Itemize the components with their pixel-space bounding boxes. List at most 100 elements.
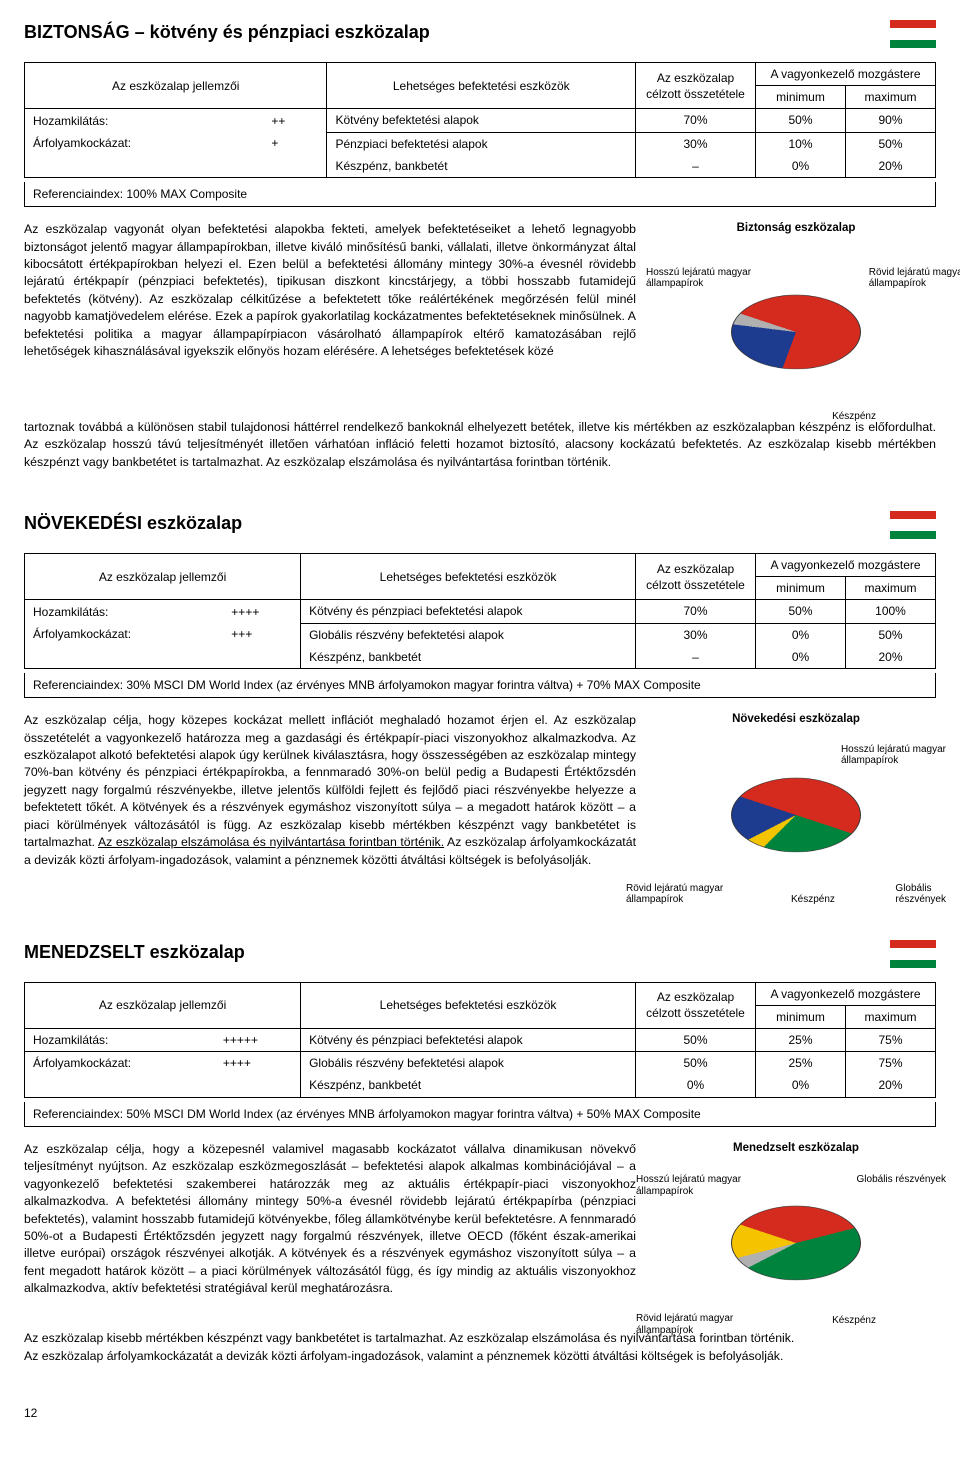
min-pct: 50% [756,109,846,132]
instr: Készpénz, bankbetét [301,1074,636,1097]
th-max: maximum [846,577,936,600]
fund-table: Az eszközalap jellemzői Lehetséges befek… [24,62,936,178]
th-range: A vagyonkezelő mozgástere [756,982,936,1005]
instr: Kötvény és pénzpiaci befektetési alapok [301,600,636,623]
body-continuation: Az eszközalap kisebb mértékben készpénzt… [24,1330,936,1365]
th-min: minimum [756,577,846,600]
flag-stripe [890,511,936,519]
instr: Készpénz, bankbetét [301,646,636,669]
body-text: Az eszközalap célja, hogy közepes kockáz… [24,712,636,869]
max-pct: 75% [846,1052,936,1075]
pie-label: Hosszú lejáratú magyarállampapírok [841,744,946,767]
flag-stripe [890,940,936,948]
body-continuation: tartoznak továbbá a különösen stabil tul… [24,419,936,471]
instr: Globális részvény befektetési alapok [301,1052,636,1075]
instr: Kötvény és pénzpiaci befektetési alapok [301,1029,636,1052]
section-menedzselt: MENEDZSELT eszközalap Az eszközalap jell… [24,940,936,1366]
char-value: + [263,132,327,177]
fund-table: Az eszközalap jellemzői Lehetséges befek… [24,982,936,1098]
chart-title: Menedzselt eszközalap [656,1141,936,1157]
char-label: Árfolyamkockázat: [25,623,224,668]
pie-label: Globális részvények [857,1174,946,1186]
pie-chart: Biztonság eszközalap Hosszú lejáratú mag… [656,221,936,417]
char-label: Árfolyamkockázat: [25,132,264,177]
th-max: maximum [846,1005,936,1028]
pie-graphic [731,294,861,369]
flag-stripe [890,20,936,28]
target-pct: 70% [636,109,756,132]
max-pct: 50% [846,623,936,646]
min-pct: 50% [756,600,846,623]
pie-graphic [731,777,861,852]
pie-label: Készpénz [791,894,835,906]
min-pct: 0% [756,646,846,669]
target-pct: – [636,646,756,669]
target-pct: – [636,155,756,178]
char-value: ++++ [223,600,300,623]
fund-table: Az eszközalap jellemzői Lehetséges befek… [24,553,936,669]
pie-label: Rövid lejáratú magyarállampapírok [869,267,960,290]
th-min: minimum [756,1005,846,1028]
target-pct: 70% [636,600,756,623]
chart-title: Biztonság eszközalap [656,221,936,237]
instr: Globális részvény befektetési alapok [301,623,636,646]
char-label: Hozamkilátás: [25,1029,215,1052]
section-biztonsag: BIZTONSÁG – kötvény és pénzpiaci eszköza… [24,20,936,471]
pie-label: Készpénz [832,411,876,423]
body-text: Az eszközalap célja, hogy a közepesnél v… [24,1141,636,1298]
char-value: +++++ [215,1029,301,1052]
max-pct: 20% [846,1074,936,1097]
flag-stripe [890,521,936,529]
min-pct: 0% [756,1074,846,1097]
pie-label: Hosszú lejáratú magyarállampapírok [636,1174,741,1197]
reference-index: Referenciaindex: 100% MAX Composite [24,182,936,207]
pie-label: Készpénz [832,1315,876,1327]
pie-chart: Menedzselt eszközalap Hosszú lejáratú ma… [656,1141,936,1329]
th-instruments: Lehetséges befektetési eszközök [327,63,636,109]
th-characteristics: Az eszközalap jellemzői [25,554,301,600]
flag-icon [890,511,936,539]
target-pct: 50% [636,1029,756,1052]
instr: Kötvény befektetési alapok [327,109,636,132]
flag-icon [890,20,936,48]
max-pct: 20% [846,155,936,178]
min-pct: 25% [756,1052,846,1075]
pie-graphic [731,1206,861,1281]
char-value: +++ [223,623,300,668]
char-label: Hozamkilátás: [25,109,264,132]
flag-stripe [890,960,936,968]
max-pct: 20% [846,646,936,669]
th-max: maximum [846,86,936,109]
page-number: 12 [24,1405,936,1421]
reference-index: Referenciaindex: 50% MSCI DM World Index… [24,1102,936,1127]
flag-stripe [890,950,936,958]
target-pct: 30% [636,132,756,155]
th-instruments: Lehetséges befektetési eszközök [301,554,636,600]
pie-label: Rövid lejáratú magyarállampapírok [626,883,723,906]
th-characteristics: Az eszközalap jellemzői [25,982,301,1028]
char-value: ++++ [215,1052,301,1097]
section-title: BIZTONSÁG – kötvény és pénzpiaci eszköza… [24,20,430,44]
section-title: MENEDZSELT eszközalap [24,940,245,964]
th-range: A vagyonkezelő mozgástere [756,554,936,577]
th-min: minimum [756,86,846,109]
flag-icon [890,940,936,968]
pie-label: Globálisrészvények [895,883,946,906]
char-label: Hozamkilátás: [25,600,224,623]
max-pct: 90% [846,109,936,132]
th-characteristics: Az eszközalap jellemzői [25,63,327,109]
th-target: Az eszközalapcélzott összetétele [636,63,756,109]
char-label: Árfolyamkockázat: [25,1052,215,1097]
max-pct: 100% [846,600,936,623]
flag-stripe [890,531,936,539]
max-pct: 75% [846,1029,936,1052]
section-novekedesi: NÖVEKEDÉSI eszközalap Az eszközalap jell… [24,511,936,900]
target-pct: 30% [636,623,756,646]
min-pct: 25% [756,1029,846,1052]
min-pct: 0% [756,623,846,646]
char-value: ++ [263,109,327,132]
instr: Pénzpiaci befektetési alapok [327,132,636,155]
th-target: Az eszközalapcélzott összetétele [636,554,756,600]
chart-title: Növekedési eszközalap [656,712,936,728]
target-pct: 50% [636,1052,756,1075]
